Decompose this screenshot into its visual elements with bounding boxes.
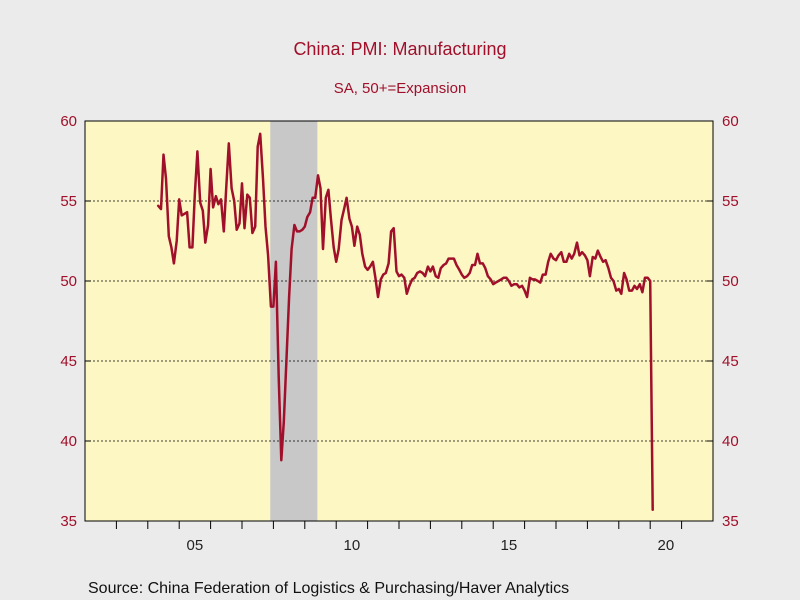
chart-subtitle: SA, 50+=Expansion: [334, 80, 467, 97]
x-tick-label: 10: [344, 537, 361, 554]
y-tick-label-right: 45: [722, 353, 739, 370]
x-tick-label: 05: [187, 537, 204, 554]
y-tick-label-right: 50: [722, 273, 739, 290]
pmi-series-line: [156, 132, 654, 512]
y-tick-label-left: 55: [60, 193, 77, 210]
y-tick-label-left: 45: [60, 353, 77, 370]
x-tick-label: 15: [501, 537, 518, 554]
plot-area: [85, 121, 713, 521]
y-tick-label-left: 60: [60, 113, 77, 130]
gridlines: [85, 200, 713, 442]
source-note: Source: China Federation of Logistics & …: [88, 580, 569, 597]
y-tick-label-left: 50: [60, 273, 77, 290]
y-tick-label-left: 40: [60, 433, 77, 450]
y-tick-label-right: 55: [722, 193, 739, 210]
y-tick-label-right: 35: [722, 513, 739, 530]
axis-ticks: 35 35 40 40 45 45 50 50 55 55 60 60 05 10 15 20: [60, 113, 738, 554]
y-tick-label-left: 35: [60, 513, 77, 530]
y-tick-label-right: 40: [722, 433, 739, 450]
x-tick-label: 20: [658, 537, 675, 554]
chart-title: China: PMI: Manufacturing: [293, 39, 506, 59]
y-tick-label-right: 60: [722, 113, 739, 130]
